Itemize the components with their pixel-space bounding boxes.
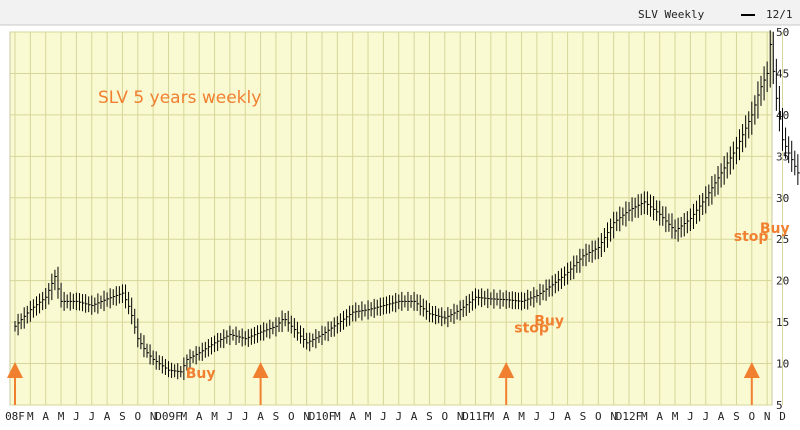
y-tick-label: 5 [776, 399, 783, 412]
x-tick-label: M [181, 410, 188, 423]
y-tick-label: 20 [776, 275, 789, 288]
x-tick-label: J [380, 410, 387, 423]
x-tick-label: A [718, 410, 725, 423]
x-tick-label: M [58, 410, 65, 423]
x-tick-label: J [702, 410, 709, 423]
annotation-label: stop [514, 320, 549, 336]
x-tick-label: D12F [616, 410, 643, 423]
x-tick-label: M [365, 410, 372, 423]
x-tick-label: D11F [462, 410, 489, 423]
chart-title: SLV 5 years weekly [98, 88, 261, 108]
x-tick-label: S [580, 410, 587, 423]
x-tick-label: M [672, 410, 679, 423]
annotation-label: Buy [760, 221, 790, 237]
x-tick-label: S [273, 410, 280, 423]
header-symbol-label: SLV Weekly [638, 8, 705, 21]
x-tick-label: N [764, 410, 771, 423]
annotation-layer: BuystopBuyBuystopBuy4 year low [7, 221, 790, 405]
x-tick-label: A [503, 410, 510, 423]
y-tick-label: 15 [776, 316, 789, 329]
x-tick-label: O [134, 410, 141, 423]
x-tick-label: A [349, 410, 356, 423]
x-tick-label: A [564, 410, 571, 423]
grid-layer [10, 31, 783, 406]
x-tick-label: D10F [309, 410, 336, 423]
top-header-bar [0, 0, 800, 25]
x-tick-label: S [119, 410, 126, 423]
x-tick-label: O [748, 410, 755, 423]
y-tick-label: 25 [776, 233, 789, 246]
x-tick-label: N [150, 410, 157, 423]
x-tick-label: A [257, 410, 264, 423]
x-tick-label: J [549, 410, 556, 423]
x-tick-label: M [518, 410, 525, 423]
x-tick-label: M [27, 410, 34, 423]
x-tick-label: O [595, 410, 602, 423]
x-tick-label: J [687, 410, 694, 423]
x-tick-label: 08F [5, 410, 25, 423]
price-bars [14, 30, 800, 381]
x-tick-label: M [211, 410, 218, 423]
x-tick-label: A [104, 410, 111, 423]
x-tick-label: O [288, 410, 295, 423]
x-tick-label: M [334, 410, 341, 423]
y-tick-label: 35 [776, 150, 789, 163]
x-tick-label: J [242, 410, 249, 423]
header-date-label: 12/1 [766, 8, 793, 21]
x-tick-label: D [779, 410, 786, 423]
y-tick-label: 50 [776, 26, 789, 39]
x-tick-label: J [73, 410, 80, 423]
annotation-label: Buy [186, 366, 216, 382]
x-tick-label: S [426, 410, 433, 423]
y-tick-label: 10 [776, 358, 789, 371]
x-tick-label: M [488, 410, 495, 423]
x-tick-label: O [441, 410, 448, 423]
y-tick-label: 45 [776, 67, 789, 80]
x-tick-label: J [227, 410, 234, 423]
x-tick-label: A [42, 410, 49, 423]
x-tick-label: N [457, 410, 464, 423]
x-tick-label: M [641, 410, 648, 423]
y-tick-label: 30 [776, 192, 789, 205]
x-tick-label: A [656, 410, 663, 423]
x-tick-label: A [196, 410, 203, 423]
annotation-label: Buy [534, 314, 564, 330]
x-tick-label: N [610, 410, 617, 423]
x-tick-label: D09F [155, 410, 182, 423]
x-tick-label: J [395, 410, 402, 423]
x-tick-label: N [303, 410, 310, 423]
x-tick-label: J [534, 410, 541, 423]
annotation-label: stop [734, 229, 769, 245]
x-tick-label: A [411, 410, 418, 423]
x-tick-label: S [733, 410, 740, 423]
x-tick-label: J [88, 410, 95, 423]
plot-area [9, 31, 773, 406]
